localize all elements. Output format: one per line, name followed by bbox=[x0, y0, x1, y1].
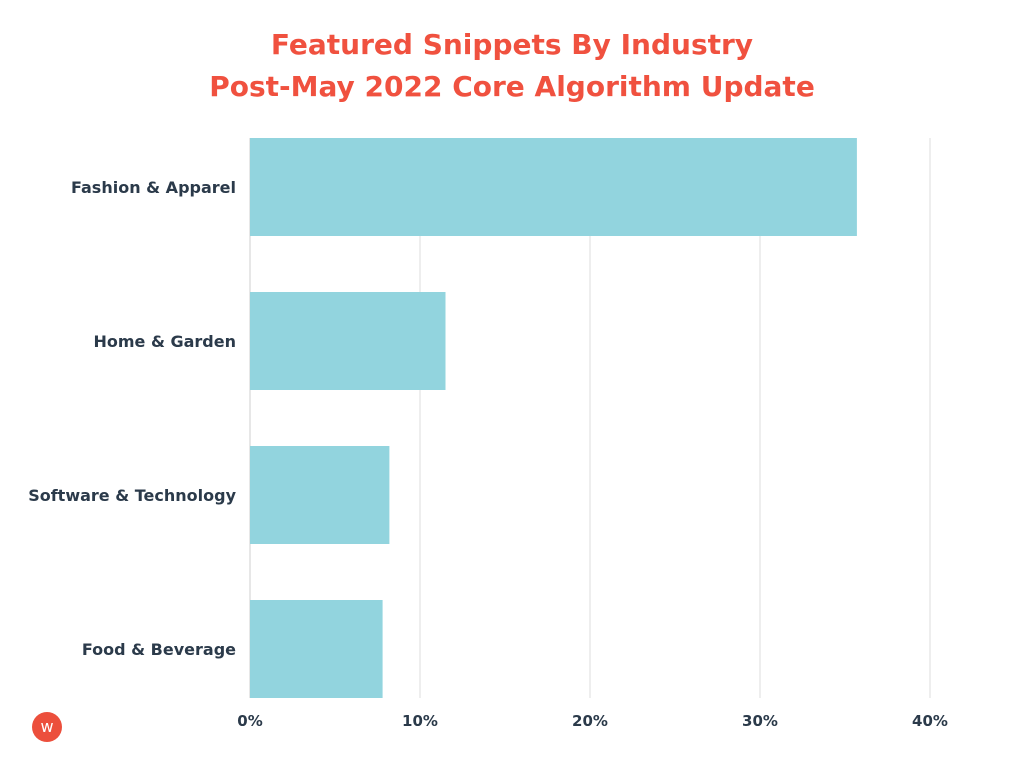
bar bbox=[250, 600, 383, 698]
chart-subtitle: Post-May 2022 Core Algorithm Update bbox=[209, 70, 815, 103]
x-tick-label: 0% bbox=[237, 712, 262, 730]
x-tick-label: 10% bbox=[402, 712, 438, 730]
category-label: Food & Beverage bbox=[82, 640, 236, 659]
x-tick-label: 30% bbox=[742, 712, 778, 730]
x-tick-label: 20% bbox=[572, 712, 608, 730]
category-label: Home & Garden bbox=[93, 332, 236, 351]
bar bbox=[250, 292, 446, 390]
x-tick-label: 40% bbox=[912, 712, 948, 730]
brand-logo: w bbox=[32, 712, 62, 742]
category-label: Software & Technology bbox=[28, 486, 236, 505]
bar bbox=[250, 138, 857, 236]
bar bbox=[250, 446, 390, 544]
chart-title: Featured Snippets By Industry bbox=[270, 28, 754, 61]
category-label: Fashion & Apparel bbox=[71, 178, 236, 197]
